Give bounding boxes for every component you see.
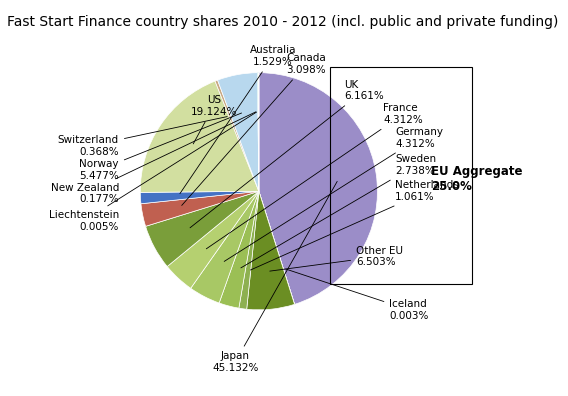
- Wedge shape: [259, 73, 378, 305]
- Text: Norway
5.477%: Norway 5.477%: [79, 113, 241, 181]
- Wedge shape: [259, 191, 295, 305]
- Wedge shape: [140, 81, 259, 192]
- Wedge shape: [257, 73, 259, 191]
- Wedge shape: [219, 191, 259, 308]
- Wedge shape: [140, 191, 259, 204]
- Text: Japan
45.132%: Japan 45.132%: [212, 181, 337, 373]
- Text: New Zealand
0.177%: New Zealand 0.177%: [51, 112, 256, 204]
- Wedge shape: [145, 191, 259, 267]
- Title: Fast Start Finance country shares 2010 - 2012 (incl. public and private funding): Fast Start Finance country shares 2010 -…: [7, 15, 558, 29]
- Wedge shape: [247, 191, 295, 310]
- Text: Sweden
2.738%: Sweden 2.738%: [241, 154, 436, 268]
- Wedge shape: [215, 80, 259, 191]
- Text: UK
6.161%: UK 6.161%: [190, 80, 384, 228]
- Wedge shape: [239, 191, 259, 309]
- Wedge shape: [141, 191, 259, 227]
- Text: Australia
1.529%: Australia 1.529%: [180, 45, 296, 194]
- Wedge shape: [218, 73, 259, 191]
- Text: Canada
3.098%: Canada 3.098%: [182, 53, 326, 206]
- Text: Switzerland
0.368%: Switzerland 0.368%: [58, 116, 227, 157]
- Text: Liechtenstein
0.005%: Liechtenstein 0.005%: [49, 112, 257, 232]
- Text: US
19.124%: US 19.124%: [191, 95, 237, 144]
- Text: Other EU
6.503%: Other EU 6.503%: [270, 246, 403, 271]
- Text: EU Aggregate
25.0%: EU Aggregate 25.0%: [431, 166, 523, 193]
- Text: Germany
4.312%: Germany 4.312%: [224, 127, 443, 261]
- Wedge shape: [167, 191, 259, 288]
- Wedge shape: [191, 191, 259, 303]
- Text: Netherlands
1.061%: Netherlands 1.061%: [250, 181, 459, 270]
- Text: Iceland
0.003%: Iceland 0.003%: [286, 269, 429, 321]
- Text: France
4.312%: France 4.312%: [206, 103, 423, 249]
